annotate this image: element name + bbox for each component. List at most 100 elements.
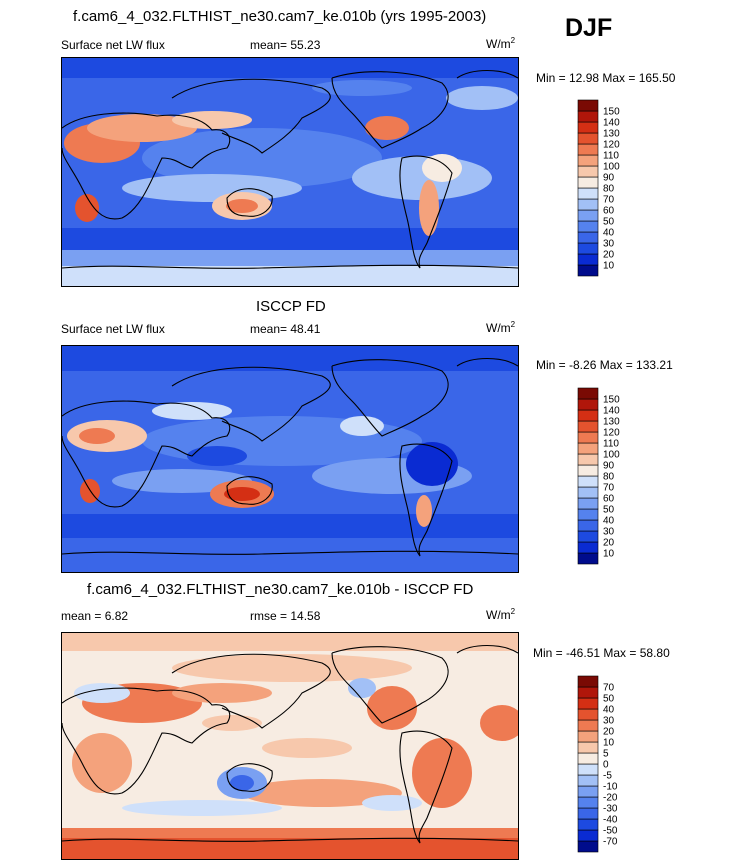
colorbar-swatch <box>577 121 599 134</box>
season-label: DJF <box>565 14 613 42</box>
colorbar-swatch <box>577 132 599 145</box>
colorbar-swatch <box>577 165 599 178</box>
colorbar-swatch <box>577 807 599 820</box>
colorbar-tick-label: 10 <box>603 738 615 749</box>
panel3-map <box>61 632 519 860</box>
colorbar-tick-label: 40 <box>603 516 615 527</box>
colorbar-swatch <box>577 675 599 688</box>
colorbar-swatch <box>577 242 599 255</box>
colorbar-swatch <box>577 763 599 776</box>
colorbar-swatch <box>577 730 599 743</box>
colorbar-swatch <box>577 264 599 277</box>
colorbar-swatch <box>577 774 599 787</box>
colorbar-tick-label: -5 <box>603 771 612 782</box>
colorbar-tick-label: 50 <box>603 217 615 228</box>
panel1-units-sup: 2 <box>510 36 516 45</box>
colorbar-tick-label: 20 <box>603 727 615 738</box>
colorbar-tick-label: 20 <box>603 538 615 549</box>
colorbar-tick-label: 50 <box>603 694 615 705</box>
colorbar-swatch <box>577 442 599 455</box>
colorbar-tick-label: 100 <box>603 162 620 173</box>
colorbar-swatch <box>577 519 599 532</box>
colorbar-swatch <box>577 697 599 710</box>
colorbar-tick-label: 80 <box>603 184 615 195</box>
panel2-stat-value: 48.41 <box>290 322 321 336</box>
colorbar-tick-label: -10 <box>603 782 618 793</box>
panel3-stat-label: rmse = <box>250 609 288 623</box>
colorbar-tick-label: -40 <box>603 815 618 826</box>
colorbar-tick-label: -30 <box>603 804 618 815</box>
colorbar-tick-label: 100 <box>603 450 620 461</box>
colorbar-swatch <box>577 387 599 400</box>
panel3-minmax: Min = -46.51 Max = 58.80 <box>533 646 670 660</box>
colorbar-tick-label: -70 <box>603 837 618 848</box>
colorbar-swatch <box>577 220 599 233</box>
colorbar-swatch <box>577 209 599 222</box>
colorbar-tick-label: -50 <box>603 826 618 837</box>
colorbar-swatch <box>577 475 599 488</box>
panel2-map <box>61 345 519 573</box>
colorbar-swatch <box>577 154 599 167</box>
colorbar-tick-label: 80 <box>603 472 615 483</box>
colorbar-tick-label: 50 <box>603 505 615 516</box>
colorbar-tick-label: 90 <box>603 173 615 184</box>
colorbar-tick-label: 140 <box>603 118 620 129</box>
panel1-map <box>61 57 519 287</box>
colorbar-swatch <box>577 409 599 422</box>
colorbar-swatch <box>577 686 599 699</box>
panel3-colorbar: -70 -50 -40 -30 -20 -10 -5 0 5 10 20 30 40 50 70 <box>577 675 658 856</box>
colorbar-tick-label: 90 <box>603 461 615 472</box>
colorbar-tick-label: 30 <box>603 716 615 727</box>
panel3-map-svg <box>62 633 518 859</box>
panel2-map-svg <box>62 346 518 572</box>
panel2-stat-label: mean= <box>250 322 288 336</box>
colorbar-tick-label: 70 <box>603 195 615 206</box>
panel3-stat: rmse = 14.58 <box>250 609 320 623</box>
panel2-colorbar: 10 20 30 40 50 60 70 80 90 100 110 120 130 140 150 <box>577 387 658 568</box>
colorbar-swatch <box>577 530 599 543</box>
colorbar-tick-label: 60 <box>603 206 615 217</box>
panel1-variable-label: Surface net LW flux <box>61 38 165 52</box>
colorbar-swatch <box>577 741 599 754</box>
panel1-stat-value: 55.23 <box>290 38 321 52</box>
panel2-title: ISCCP FD <box>256 298 326 315</box>
colorbar-swatch <box>577 752 599 765</box>
panel3-mean: mean = 6.82 <box>61 609 129 623</box>
colorbar-tick-label: 5 <box>603 749 609 760</box>
colorbar-tick-label: 30 <box>603 527 615 538</box>
colorbar-tick-label: 10 <box>603 261 615 272</box>
colorbar-tick-label: 140 <box>603 406 620 417</box>
colorbar-swatch <box>577 176 599 189</box>
colorbar-tick-label: 70 <box>603 683 615 694</box>
colorbar-tick-label: 110 <box>603 439 619 450</box>
colorbar-swatch <box>577 552 599 565</box>
colorbar-tick-label: 10 <box>603 549 615 560</box>
colorbar-swatch <box>577 829 599 842</box>
colorbar-swatch <box>577 785 599 798</box>
colorbar-tick-label: 130 <box>603 129 620 140</box>
colorbar-swatch <box>577 486 599 499</box>
panel3-units: W/m2 <box>486 607 515 622</box>
panel3-stat-value: 14.58 <box>290 609 321 623</box>
colorbar-swatch <box>577 398 599 411</box>
panel2-variable-label: Surface net LW flux <box>61 322 165 336</box>
panel1-stat: mean= 55.23 <box>250 38 320 52</box>
colorbar-tick-label: 110 <box>603 151 619 162</box>
colorbar-swatch <box>577 453 599 466</box>
colorbar-swatch <box>577 719 599 732</box>
panel1-units: W/m2 <box>486 36 515 51</box>
colorbar-swatch <box>577 420 599 433</box>
colorbar-swatch <box>577 818 599 831</box>
panel2-units-sup: 2 <box>510 320 516 329</box>
colorbar-swatch <box>577 110 599 123</box>
colorbar-tick-label: 30 <box>603 239 615 250</box>
colorbar-swatch <box>577 541 599 554</box>
colorbar-tick-label: 70 <box>603 483 615 494</box>
colorbar-tick-label: 150 <box>603 107 620 118</box>
panel2-stat: mean= 48.41 <box>250 322 320 336</box>
panel2-units: W/m2 <box>486 320 515 335</box>
colorbar-tick-label: 40 <box>603 705 615 716</box>
colorbar-swatch <box>577 143 599 156</box>
panel1-minmax: Min = 12.98 Max = 165.50 <box>536 71 676 85</box>
